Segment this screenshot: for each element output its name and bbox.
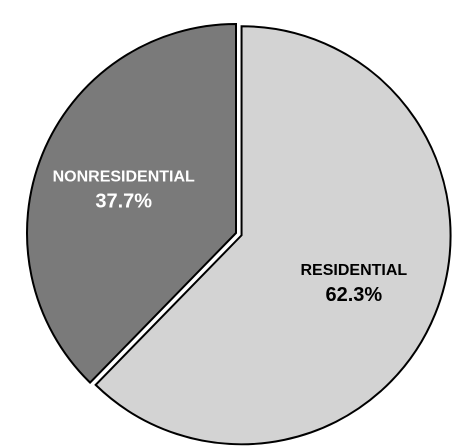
slice-value-label-residential: 62.3% <box>325 284 382 306</box>
labels-layer: RESIDENTIAL 62.3% NONRESIDENTIAL 37.7% <box>53 168 408 306</box>
pie-slice-residential <box>94 25 452 446</box>
slice-value-label-nonresidential: 37.7% <box>95 190 152 212</box>
pie-slice-nonresidential <box>26 22 237 385</box>
slice-name-label-residential: RESIDENTIAL <box>301 262 408 279</box>
slices-layer <box>26 22 452 446</box>
slice-name-label-nonresidential: NONRESIDENTIAL <box>53 168 195 185</box>
